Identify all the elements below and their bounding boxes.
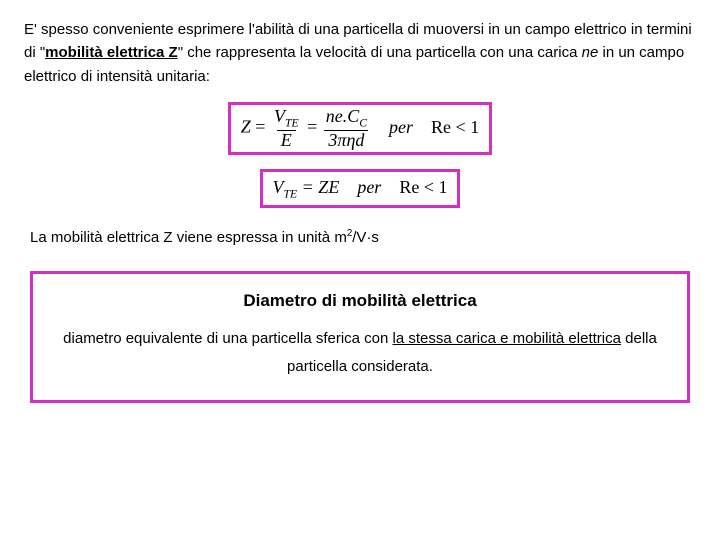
equation-2-box: VTE = ZE per Re < 1 bbox=[260, 169, 461, 209]
eq1-per: per bbox=[389, 114, 413, 142]
eq1-f1-num: V bbox=[274, 106, 285, 126]
eq2-lhs-sub: TE bbox=[284, 187, 298, 200]
eq1-body: Z = VTEE = ne.CC3πηd bbox=[241, 107, 371, 150]
equation-2-row: VTE = ZE per Re < 1 bbox=[24, 169, 696, 209]
eq1-frac1: VTEE bbox=[270, 107, 303, 150]
equation-1-box: Z = VTEE = ne.CC3πηd per Re < 1 bbox=[228, 102, 492, 155]
intro-ne: ne bbox=[582, 44, 599, 61]
callout-title: Diametro di mobilità elettrica bbox=[55, 288, 665, 314]
eq1-f1-num-sub: TE bbox=[285, 116, 299, 129]
eq2-cond: Re < 1 bbox=[399, 174, 447, 202]
eq1-eq1: = bbox=[251, 116, 270, 136]
eq1-f2-num-sub: C bbox=[359, 116, 367, 129]
callout-body-u1: la stessa carica e mobilità elettrica bbox=[393, 330, 621, 347]
equation-1-row: Z = VTEE = ne.CC3πηd per Re < 1 bbox=[24, 102, 696, 155]
intro-seg2: " che rappresenta la velocità di una par… bbox=[178, 44, 582, 61]
eq1-frac2: ne.CC3πηd bbox=[322, 107, 371, 150]
intro-term: mobilità elettrica Z bbox=[45, 44, 178, 61]
eq2-per: per bbox=[357, 174, 381, 202]
eq1-f2-den: 3πηd bbox=[328, 130, 364, 150]
eq1-eq2: = bbox=[303, 116, 322, 136]
eq2-body: VTE = ZE bbox=[273, 174, 340, 204]
callout-body: diametro equivalente di una particella s… bbox=[55, 325, 665, 382]
eq1-cond: Re < 1 bbox=[431, 114, 479, 142]
eq1-f1-den: E bbox=[281, 130, 292, 150]
units-seg1: La mobilità elettrica Z viene espressa i… bbox=[30, 229, 347, 246]
eq1-f2-num: ne.C bbox=[326, 106, 360, 126]
eq2-lhs: V bbox=[273, 177, 284, 197]
callout-box: Diametro di mobilità elettrica diametro … bbox=[30, 271, 690, 402]
units-seg2: /V·s bbox=[352, 229, 379, 246]
intro-paragraph: E' spesso conveniente esprimere l'abilit… bbox=[24, 18, 696, 88]
units-paragraph: La mobilità elettrica Z viene espressa i… bbox=[30, 226, 696, 249]
callout-body-a: diametro equivalente di una particella s… bbox=[63, 330, 392, 347]
eq1-Z: Z bbox=[241, 116, 251, 136]
eq2-rhs: = ZE bbox=[297, 177, 339, 197]
